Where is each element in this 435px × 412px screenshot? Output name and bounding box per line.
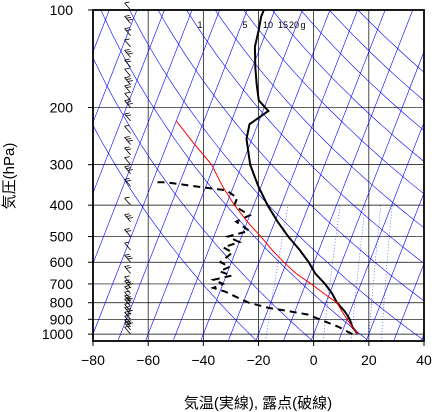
isotherm-line <box>172 10 303 341</box>
mixing-ratio-label: 20 <box>289 20 299 30</box>
isotherm-line <box>200 10 331 341</box>
y-tick-label: 700 <box>50 276 74 292</box>
y-axis-label: 気圧(hPa) <box>1 143 18 210</box>
isotherm-line <box>310 50 424 341</box>
y-tick-label: 900 <box>50 311 74 327</box>
wind-barb <box>124 112 132 122</box>
wind-barb <box>124 99 133 108</box>
wind-barb <box>124 27 132 36</box>
wind-barbs <box>124 1 133 335</box>
mixing-ratio-labels: 1 5 10 15 20 g <box>197 20 305 30</box>
wind-barb <box>124 213 133 222</box>
isotherm-line <box>93 10 138 124</box>
isotherm-line <box>255 10 386 341</box>
x-axis-label: 気温(実線), 露点(破線) <box>184 395 332 412</box>
isotherm-line <box>393 262 424 341</box>
isotherm-line <box>227 10 358 341</box>
x-axis: −80 −60 −40 −20 0 20 40 <box>81 341 432 368</box>
x-tick-label: 40 <box>416 352 432 368</box>
isotherm-line <box>365 192 424 341</box>
wind-barb <box>124 38 131 48</box>
wind-barb <box>124 253 133 263</box>
dry-adiabat-line <box>186 10 424 264</box>
y-tick-label: 600 <box>50 254 74 270</box>
dry-adiabat-line <box>243 10 424 195</box>
dry-adiabat-line <box>129 10 424 341</box>
dry-adiabat-line <box>100 10 369 341</box>
y-tick-label: 800 <box>50 295 74 311</box>
isotherm-line <box>117 10 248 341</box>
dry-adiabat-line <box>93 124 258 341</box>
x-tick-label: −60 <box>136 352 160 368</box>
wind-barb <box>124 48 133 58</box>
isotherm-line <box>283 10 414 341</box>
wind-barb <box>124 15 133 24</box>
mixing-ratio-label: 1 <box>197 20 202 30</box>
isotherm-line <box>93 10 193 265</box>
dry-adiabat-line <box>329 10 424 102</box>
dry-adiabat-line <box>157 10 424 302</box>
wind-barb <box>124 76 133 85</box>
y-tick-label: 500 <box>50 229 74 245</box>
x-tick-label: −80 <box>81 352 105 368</box>
wind-barb <box>124 196 131 206</box>
y-tick-label: 100 <box>50 2 74 18</box>
x-tick-label: −40 <box>191 352 215 368</box>
y-tick-label: 300 <box>50 157 74 173</box>
isotherm-line <box>145 10 276 341</box>
mixing-ratio-line <box>265 205 289 341</box>
parcel-line <box>175 120 359 335</box>
chart-grid <box>92 9 425 341</box>
wind-barb <box>124 67 131 77</box>
mixing-ratio-line <box>322 205 341 341</box>
wind-barb <box>124 177 132 187</box>
isotherm-line <box>338 121 424 341</box>
wind-barb <box>124 325 131 335</box>
temperature-line <box>245 10 359 335</box>
x-tick-label: 20 <box>361 352 377 368</box>
mixing-ratio-label: g <box>300 20 305 30</box>
mixing-ratio-label: 10 <box>263 20 273 30</box>
mixing-ratio-label: 5 <box>242 20 247 30</box>
wind-barb <box>124 124 131 134</box>
wind-barb <box>124 58 132 68</box>
wind-barb <box>124 1 131 11</box>
wind-barb <box>124 241 131 251</box>
isotherm-line <box>93 10 165 194</box>
wind-barb <box>124 265 132 274</box>
x-tick-label: −20 <box>247 352 271 368</box>
dry-adiabat-line <box>271 10 424 162</box>
wind-barb <box>124 228 132 237</box>
data-series <box>152 10 359 335</box>
mixing-ratio-line <box>368 205 382 341</box>
mixing-ratio-line <box>381 205 393 341</box>
y-tick-label: 1000 <box>42 326 73 342</box>
mixing-ratio-label: 15 <box>278 20 288 30</box>
y-tick-label: 400 <box>50 197 74 213</box>
wind-barb <box>124 156 131 165</box>
wind-barb <box>124 275 131 285</box>
mixing-ratio-line <box>351 205 366 341</box>
wind-barb <box>124 136 133 145</box>
dewpoint-line <box>152 181 353 335</box>
wind-barb <box>124 84 132 94</box>
wind-barb <box>124 165 133 174</box>
wind-barb <box>124 146 132 156</box>
wind-barb <box>124 302 131 312</box>
dry-adiabat-line <box>214 10 424 229</box>
isotherm-line <box>93 10 220 335</box>
wind-barb <box>124 91 131 101</box>
x-tick-label: 0 <box>310 352 318 368</box>
y-tick-label: 200 <box>50 100 74 116</box>
